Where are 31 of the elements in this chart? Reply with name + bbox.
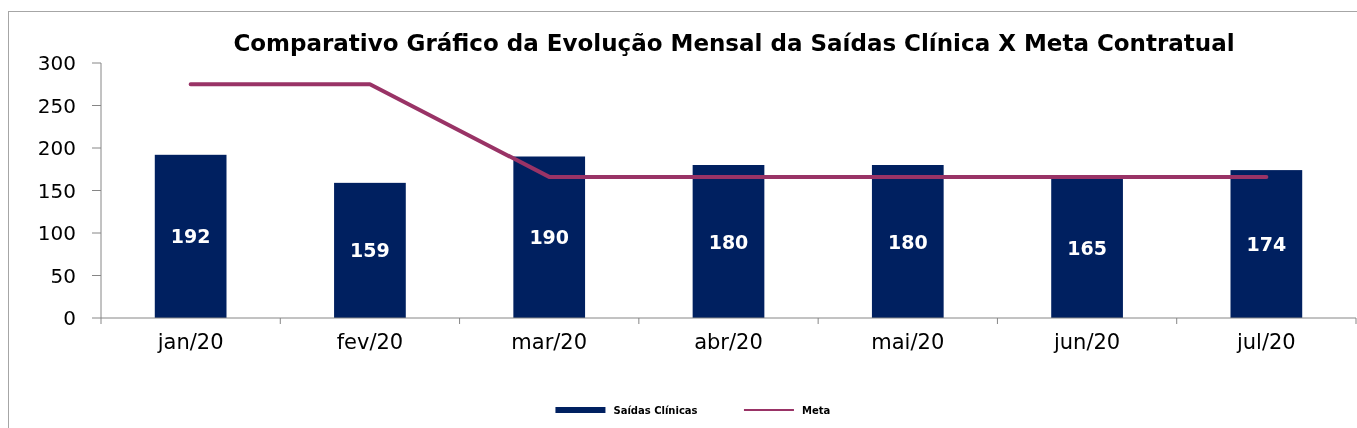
legend-label: Meta bbox=[801, 404, 831, 416]
y-tick-label: 50 bbox=[50, 263, 76, 288]
chart-title: Comparativo Gráfico da Evolução Mensal da Saídas Clínica X Meta Contratual bbox=[233, 30, 1235, 56]
data-label: 174 bbox=[1246, 233, 1287, 256]
y-tick-label: 200 bbox=[37, 136, 76, 160]
x-tick-label: jul/20 bbox=[1235, 330, 1296, 354]
legend-label: Saídas Clínicas bbox=[613, 404, 698, 416]
bar bbox=[692, 165, 765, 318]
data-label: 165 bbox=[1067, 236, 1107, 259]
bar bbox=[871, 165, 944, 318]
bar bbox=[1230, 170, 1303, 318]
x-tick-label: mar/20 bbox=[511, 330, 588, 354]
data-label: 180 bbox=[708, 230, 749, 253]
y-tick-label: 100 bbox=[37, 221, 76, 245]
bar bbox=[334, 182, 406, 318]
x-tick-label: jun/20 bbox=[1052, 330, 1121, 354]
x-tick-label: jan/20 bbox=[156, 330, 224, 354]
bar bbox=[154, 154, 227, 318]
data-label: 159 bbox=[350, 239, 390, 262]
x-tick-label: fev/20 bbox=[336, 330, 404, 354]
data-label: 190 bbox=[529, 226, 570, 249]
data-label: 192 bbox=[170, 225, 211, 248]
y-tick-label: 150 bbox=[37, 178, 76, 203]
data-label: 180 bbox=[887, 230, 928, 253]
x-tick-label: mai/20 bbox=[871, 330, 945, 354]
y-tick-label: 300 bbox=[37, 51, 76, 75]
bar bbox=[1051, 177, 1123, 318]
y-tick-label: 0 bbox=[63, 306, 76, 330]
x-tick-label: abr/20 bbox=[694, 330, 763, 354]
bar bbox=[513, 156, 586, 318]
y-tick-label: 250 bbox=[37, 93, 76, 118]
